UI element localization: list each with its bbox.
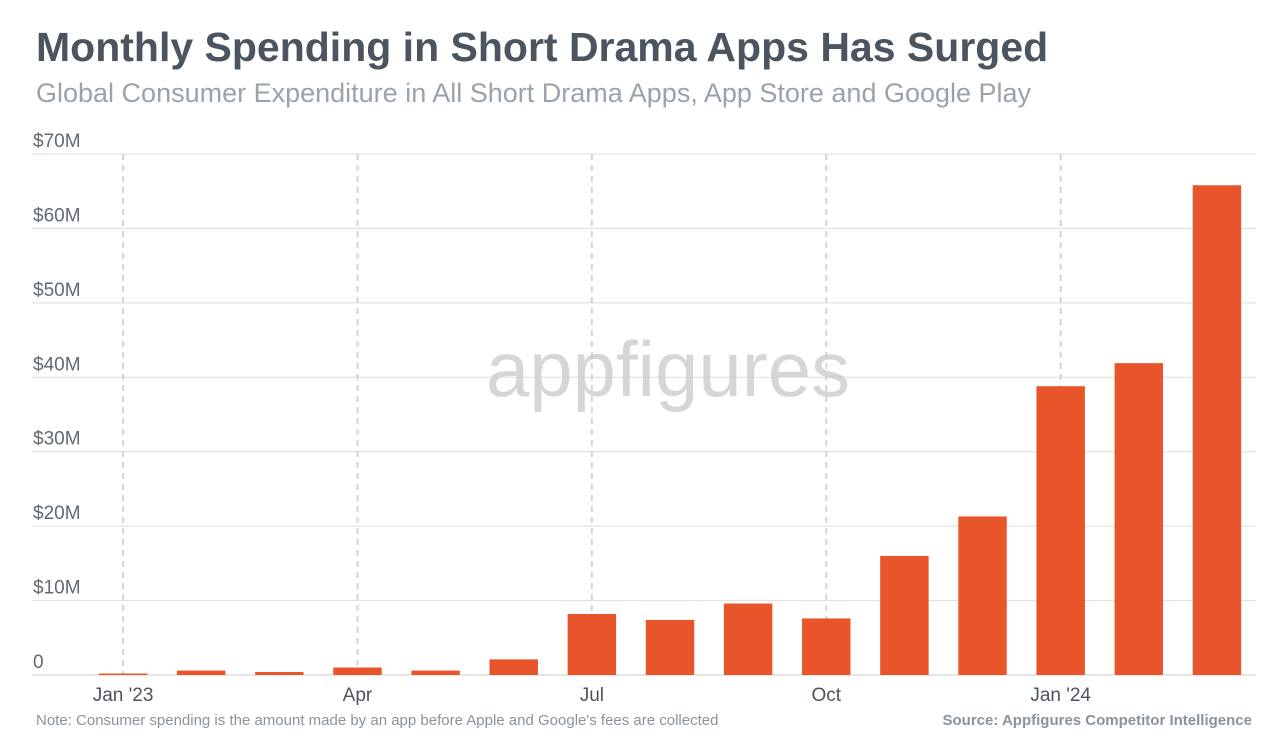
y-tick-label: 0 bbox=[33, 652, 44, 673]
x-tick-label: Jan '24 bbox=[1030, 685, 1091, 706]
y-tick-label: $70M bbox=[33, 131, 81, 152]
footnote: Note: Consumer spending is the amount ma… bbox=[36, 712, 719, 729]
x-tick-label: Jul bbox=[580, 685, 604, 706]
bar-3 bbox=[333, 667, 382, 675]
y-tick-label: $50M bbox=[33, 280, 81, 301]
bar-6 bbox=[567, 613, 617, 675]
bar-2 bbox=[255, 672, 304, 675]
y-tick-label: $20M bbox=[33, 503, 81, 524]
bar-7 bbox=[645, 619, 695, 675]
bar-0 bbox=[98, 673, 148, 675]
bar-9 bbox=[802, 618, 851, 675]
x-tick-label: Oct bbox=[811, 685, 841, 706]
x-tick-label: Apr bbox=[343, 685, 373, 706]
bar-1 bbox=[176, 670, 226, 675]
chart-subtitle: Global Consumer Expenditure in All Short… bbox=[36, 78, 1032, 108]
x-tick-label: Jan '23 bbox=[93, 685, 154, 706]
bar-13 bbox=[1114, 363, 1164, 675]
chart-title: Monthly Spending in Short Drama Apps Has… bbox=[36, 24, 1049, 70]
x-axis-tick-labels: Jan '23 Apr Jul Oct Jan '24 bbox=[93, 685, 1092, 706]
bar-11 bbox=[958, 516, 1007, 675]
bar-5 bbox=[489, 659, 538, 675]
y-tick-label: $40M bbox=[33, 354, 81, 375]
bar-8 bbox=[723, 603, 773, 675]
y-tick-label: $30M bbox=[33, 429, 81, 450]
bar-10 bbox=[880, 555, 929, 675]
bar-14 bbox=[1192, 185, 1242, 675]
y-tick-label: $10M bbox=[33, 578, 81, 599]
y-axis-tick-labels: 0 $10M $20M $30M $40M $50M $60M $70M bbox=[33, 131, 81, 673]
bars bbox=[98, 185, 1242, 675]
bar-4 bbox=[411, 670, 460, 675]
y-tick-label: $60M bbox=[33, 205, 81, 226]
bar-12 bbox=[1036, 386, 1085, 675]
appfigures-watermark: appfigures bbox=[486, 325, 850, 413]
source-credit: Source: Appfigures Competitor Intelligen… bbox=[942, 712, 1252, 729]
